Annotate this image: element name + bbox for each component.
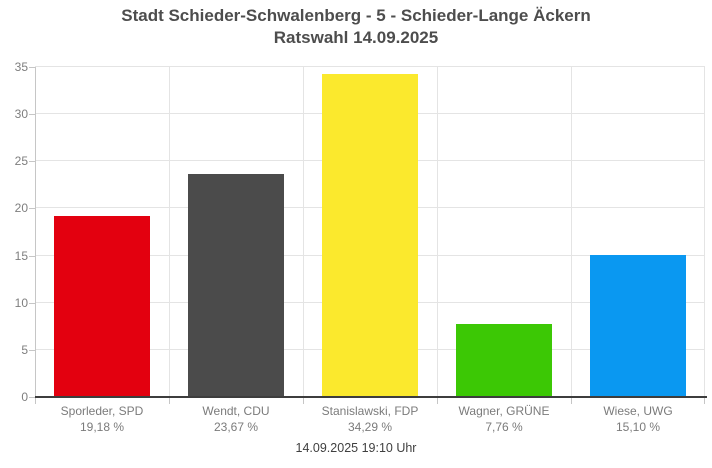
- candidate-name: Wendt, CDU: [202, 404, 270, 418]
- footer-timestamp: 14.09.2025 19:10 Uhr: [295, 441, 417, 455]
- candidate-percentage: 19,18 %: [79, 420, 125, 434]
- category-label: Wagner, GRÜNE 7,76 %: [437, 403, 571, 435]
- gridline-vertical: [704, 67, 705, 397]
- y-axis-tick-label: 20: [14, 201, 28, 216]
- candidate-name: Wiese, UWG: [603, 404, 673, 418]
- bar-uwg[interactable]: [589, 254, 687, 397]
- gridline-vertical: [303, 67, 304, 397]
- candidate-percentage: 15,10 %: [615, 420, 661, 434]
- bar-cdu[interactable]: [187, 173, 285, 397]
- category-label: Stanislawski, FDP 34,29 %: [303, 403, 437, 435]
- candidate-name: Sporleder, SPD: [60, 404, 144, 418]
- category-label: Wiese, UWG 15,10 %: [571, 403, 705, 435]
- category-label: Wendt, CDU 23,67 %: [169, 403, 303, 435]
- y-axis-tick-label: 15: [14, 248, 28, 263]
- x-axis-line: [35, 396, 707, 398]
- y-axis-tick: [29, 208, 35, 210]
- y-axis-tick-label: 25: [14, 154, 28, 169]
- gridline-vertical: [571, 67, 572, 397]
- y-axis-tick: [29, 302, 35, 304]
- y-axis-tick: [29, 397, 35, 398]
- bar-grüne[interactable]: [455, 323, 553, 397]
- chart-title-line-1: Stadt Schieder-Schwalenberg - 5 - Schied…: [121, 6, 591, 25]
- gridline-horizontal: [35, 66, 705, 67]
- bar-spd[interactable]: [53, 216, 151, 397]
- candidate-name: Stanislawski, FDP: [321, 404, 419, 418]
- x-axis-tick: [704, 398, 705, 404]
- y-axis-tick-label: 5: [21, 342, 28, 357]
- y-axis-tick: [29, 114, 35, 116]
- category-label: Sporleder, SPD 19,18 %: [35, 403, 169, 435]
- candidate-name: Wagner, GRÜNE: [458, 404, 550, 418]
- y-axis-tick-label: 35: [14, 60, 28, 74]
- plot-area: [35, 66, 705, 397]
- x-axis-tick: [437, 398, 438, 404]
- x-axis-tick: [571, 398, 572, 404]
- gridline-vertical: [437, 67, 438, 397]
- bar-fdp[interactable]: [321, 73, 419, 397]
- candidate-percentage: 23,67 %: [213, 420, 259, 434]
- y-axis-tick-label: 0: [21, 390, 28, 404]
- y-axis-tick-label: 10: [14, 295, 28, 310]
- x-axis-tick: [169, 398, 170, 404]
- candidate-percentage: 7,76 %: [485, 420, 523, 434]
- chart-title: Stadt Schieder-Schwalenberg - 5 - Schied…: [0, 5, 712, 49]
- y-axis-tick: [29, 255, 35, 257]
- x-axis-tick: [303, 398, 304, 404]
- y-axis-tick: [29, 161, 35, 163]
- x-axis-tick: [35, 398, 36, 404]
- y-axis-tick-label: 30: [14, 107, 28, 122]
- y-axis-line: [35, 67, 36, 397]
- gridline-vertical: [169, 67, 170, 397]
- y-axis-tick: [29, 67, 35, 68]
- chart-title-line-2: Ratswahl 14.09.2025: [273, 28, 439, 47]
- y-axis-tick: [29, 349, 35, 351]
- candidate-percentage: 34,29 %: [347, 420, 393, 434]
